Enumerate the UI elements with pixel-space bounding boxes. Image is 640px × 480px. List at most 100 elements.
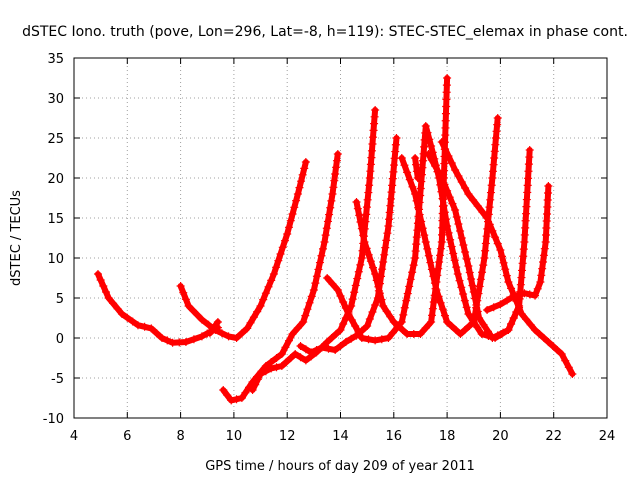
- plus-marker: [434, 264, 443, 273]
- plus-marker: [477, 330, 486, 338]
- plus-marker: [318, 244, 327, 253]
- plus-marker: [362, 244, 371, 253]
- plus-marker: [251, 380, 260, 389]
- plus-marker: [388, 328, 397, 337]
- plus-marker: [439, 195, 448, 204]
- axis-ticks: 4 6 8 10 12 14 16 18 20 22 24 -10 -5 0 5 10 15 20 25 30 35: [43, 52, 616, 444]
- plus-marker: [362, 210, 371, 219]
- y-tick-label: 35: [47, 52, 64, 67]
- plus-marker: [455, 276, 464, 285]
- plus-marker: [485, 220, 494, 229]
- plus-marker: [521, 223, 530, 232]
- plus-marker: [385, 215, 394, 224]
- x-tick-label: 18: [439, 429, 456, 444]
- plus-marker: [278, 243, 287, 252]
- plus-marker: [520, 238, 529, 246]
- plus-marker: [277, 362, 286, 370]
- plus-marker: [427, 142, 436, 150]
- plus-marker: [442, 81, 451, 90]
- plus-marker: [189, 306, 198, 315]
- plus-marker: [515, 303, 524, 312]
- plus-marker: [253, 375, 262, 384]
- plus-marker: [370, 119, 379, 128]
- plus-marker: [96, 276, 105, 284]
- plus-marker: [482, 232, 491, 241]
- plus-marker: [249, 313, 258, 322]
- plus-marker: [481, 239, 490, 248]
- plus-marker: [411, 254, 420, 262]
- plus-marker: [227, 396, 236, 405]
- plus-marker: [232, 395, 241, 404]
- plus-marker: [390, 154, 399, 163]
- plus-marker: [328, 280, 337, 288]
- plus-marker: [502, 271, 511, 280]
- plus-marker: [522, 202, 531, 211]
- plus-marker: [272, 363, 281, 372]
- plus-marker: [507, 284, 516, 293]
- plus-marker: [461, 184, 470, 192]
- plus-marker: [524, 174, 533, 183]
- plus-marker: [412, 233, 421, 242]
- plus-marker: [517, 310, 526, 318]
- x-axis-label: GPS time / hours of day 209 of year 2011: [205, 459, 475, 474]
- plus-marker: [524, 167, 533, 176]
- plus-marker: [522, 315, 531, 324]
- plus-marker: [440, 311, 449, 320]
- plus-marker: [503, 296, 512, 305]
- plus-marker: [480, 254, 489, 262]
- plus-marker: [486, 195, 495, 204]
- plus-marker: [473, 202, 482, 210]
- plus-marker: [421, 238, 430, 246]
- plus-marker: [232, 334, 241, 342]
- plus-marker: [366, 167, 375, 176]
- plus-marker: [446, 235, 455, 244]
- plus-marker: [364, 250, 373, 259]
- plus-marker: [391, 140, 400, 149]
- plus-marker: [355, 211, 364, 220]
- plus-marker: [397, 318, 406, 326]
- plus-marker: [379, 258, 388, 266]
- plus-marker: [331, 170, 340, 178]
- plus-marker: [438, 230, 447, 239]
- plus-marker: [181, 338, 190, 346]
- plus-marker: [451, 206, 460, 214]
- plus-marker: [324, 344, 333, 353]
- plus-marker: [538, 264, 547, 273]
- plus-marker: [272, 354, 281, 362]
- plus-marker: [281, 343, 290, 352]
- plus-marker: [464, 262, 473, 270]
- plus-marker: [400, 303, 409, 312]
- plus-marker: [541, 238, 550, 246]
- plus-marker: [485, 203, 494, 212]
- plus-marker: [104, 294, 113, 302]
- series-2: [176, 158, 310, 342]
- plus-marker: [493, 239, 502, 248]
- x-tick-label: 6: [123, 429, 131, 444]
- plus-marker: [390, 161, 399, 170]
- plus-marker: [412, 167, 421, 176]
- plus-marker: [356, 260, 365, 269]
- plus-marker: [391, 147, 400, 156]
- plus-marker: [357, 254, 366, 262]
- plus-marker: [436, 244, 445, 253]
- plus-marker: [365, 315, 374, 323]
- plus-marker: [364, 335, 373, 344]
- plus-marker: [421, 122, 430, 130]
- plus-marker: [366, 257, 375, 266]
- plus-marker: [403, 289, 412, 298]
- plus-marker: [461, 248, 470, 256]
- plus-marker: [267, 364, 276, 373]
- plus-marker: [444, 228, 453, 237]
- plus-marker: [425, 135, 434, 144]
- plus-marker: [488, 334, 497, 342]
- plus-marker: [277, 350, 286, 358]
- plus-marker: [452, 213, 461, 221]
- y-tick-label: 10: [47, 252, 64, 267]
- plus-marker: [297, 177, 306, 186]
- plus-marker: [347, 334, 356, 343]
- plus-marker: [464, 190, 473, 198]
- plus-marker: [457, 234, 466, 242]
- plus-marker: [402, 296, 411, 305]
- plus-marker: [365, 174, 374, 182]
- plus-marker: [312, 346, 321, 354]
